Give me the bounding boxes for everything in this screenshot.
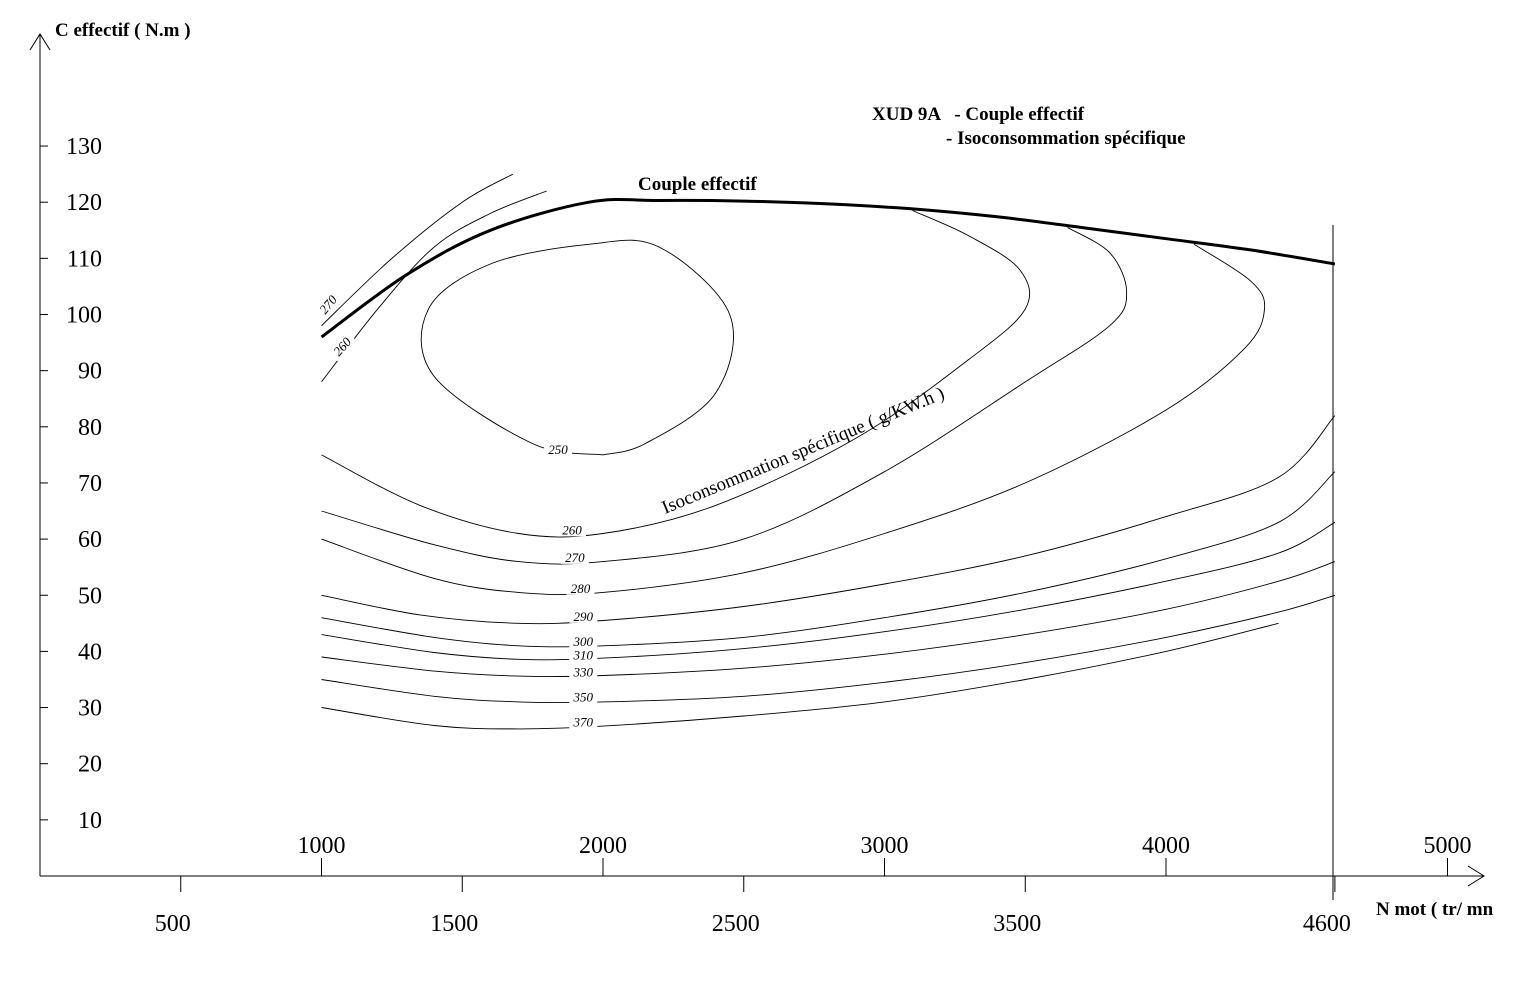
iso-label-bg: [569, 647, 598, 662]
iso-label-bg: [569, 714, 598, 729]
iso-label-bg: [569, 664, 598, 679]
iso-curve-260: [321, 190, 547, 383]
iso-label-bg: [558, 522, 587, 537]
y-axis-label: C effectif ( N.m ): [55, 20, 191, 41]
y-tick-label: 70: [78, 471, 102, 497]
y-tick-label: 110: [67, 246, 102, 272]
iso-curve-330: [321, 561, 1336, 678]
y-ticks: 10 20 30 40 50 60 70 80 90 100 110 120 130: [40, 134, 102, 834]
iso-curve-270: [321, 227, 1128, 565]
iso-title-label: Isoconsommation spécifique ( g/KW.h ): [659, 383, 948, 519]
iso-label-bg: [543, 442, 572, 457]
torque-curve-group: [320, 197, 1336, 339]
y-tick-label: 80: [78, 415, 102, 441]
y-tick-label: 90: [78, 359, 102, 385]
iso-curve-label-290: 290: [574, 609, 594, 624]
iso-curve-310: [321, 521, 1336, 661]
iso-curve-290: [321, 415, 1336, 625]
iso-label-bg: [327, 331, 357, 362]
x-tick-label-upper: 3000: [861, 833, 909, 859]
torque-curve: [320, 197, 1336, 339]
iso-curve-370: [321, 622, 1279, 730]
y-tick-label: 10: [78, 808, 102, 834]
iso-label-bg: [569, 634, 598, 649]
iso-label-bg: [569, 608, 598, 623]
iso-curve-label-260: 260: [562, 522, 582, 537]
iso-label-bg: [560, 549, 589, 564]
chart-title-line-2: - Isoconsommation spécifique: [946, 128, 1186, 149]
iso-curve-label-330: 330: [573, 664, 594, 679]
iso-label-bg: [566, 580, 595, 595]
iso-curve-label-270: 270: [565, 550, 585, 565]
y-tick-label: 100: [66, 303, 102, 329]
iso-curve-250: [420, 239, 734, 456]
x-tick-label-lower: 500: [155, 911, 191, 937]
iso-curve-260: [321, 210, 1031, 538]
iso-curve-label-310: 310: [573, 648, 594, 663]
x-tick-label-lower: 4600: [1303, 911, 1351, 937]
y-tick-label: 40: [78, 639, 102, 665]
y-tick-label: 20: [78, 752, 102, 778]
torque-curve-label: Couple effectif: [638, 174, 757, 195]
iso-label-bg: [313, 288, 343, 320]
x-tick-label-upper: 2000: [579, 833, 627, 859]
iso-curve-280: [321, 243, 1266, 595]
iso-label-bg: [569, 689, 598, 704]
chart-title-line-1: XUD 9A - Couple effectif: [872, 104, 1085, 125]
iso-curve-350: [321, 594, 1336, 704]
iso-curve-label-370: 370: [573, 714, 594, 729]
iso-curve-label-300: 300: [573, 634, 594, 649]
y-tick-label: 60: [78, 527, 102, 553]
y-tick-label: 30: [78, 696, 102, 722]
iso-curve-label-280: 280: [571, 581, 591, 596]
x-tick-label-upper: 1000: [298, 833, 346, 859]
x-axis-label: N mot ( tr/ mn: [1376, 899, 1494, 920]
x-ticks: 1000 2000 3000 4000 5000 500 1500 2500 3500 4600: [155, 833, 1472, 937]
x-tick-label-upper: 5000: [1424, 833, 1472, 859]
x-tick-label-lower: 3500: [993, 911, 1041, 937]
x-tick-label-lower: 1500: [430, 911, 478, 937]
x-axis-arrow: [1467, 865, 1485, 887]
y-axis-arrow: [29, 33, 51, 51]
iso-curve-270: [321, 173, 514, 327]
x-tick-label-lower: 2500: [712, 911, 760, 937]
iso-curve-label-250: 250: [548, 442, 568, 457]
y-tick-label: 130: [66, 134, 102, 160]
iso-curve-label-350: 350: [573, 690, 594, 705]
y-tick-label: 50: [78, 583, 102, 609]
x-tick-label-upper: 4000: [1142, 833, 1190, 859]
iso-curve-300: [321, 471, 1336, 648]
y-tick-label: 120: [66, 190, 102, 216]
